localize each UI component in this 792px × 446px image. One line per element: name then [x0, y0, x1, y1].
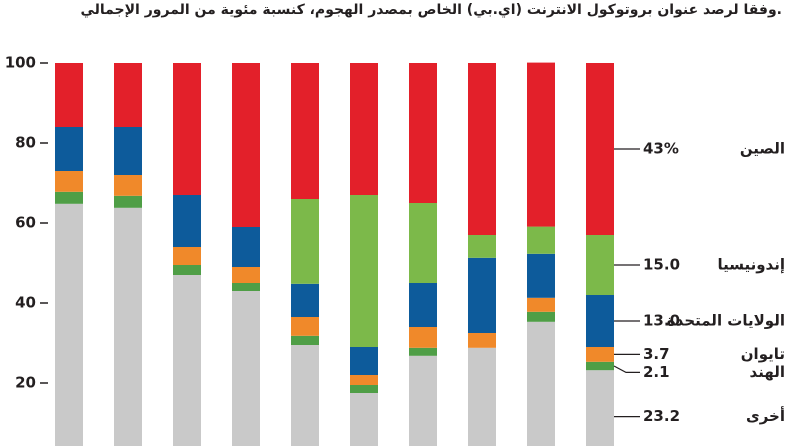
- bar-segment: [350, 375, 378, 385]
- bar-segment: [527, 253, 555, 298]
- bar-segment: [114, 195, 142, 208]
- bar-segment: [114, 127, 142, 175]
- bar-segment: [173, 275, 201, 446]
- bar-segment: [291, 283, 319, 317]
- bar-segment: [291, 63, 319, 199]
- legend-label: الصين: [740, 140, 785, 158]
- bar-segment: [232, 283, 260, 291]
- bar-segment: [232, 267, 260, 283]
- bar-segment: [527, 311, 555, 322]
- bar-segment: [291, 335, 319, 345]
- bar-segment: [409, 203, 437, 283]
- bar-segment: [114, 175, 142, 196]
- bar-segment: [527, 62, 555, 227]
- bar-segment: [114, 63, 142, 127]
- y-tick-label: 20: [15, 374, 36, 392]
- bar-segment: [173, 247, 201, 265]
- legend-label: الولايات المتحدة: [667, 312, 785, 330]
- bar-segment: [409, 347, 437, 356]
- bar-segment: [350, 195, 378, 347]
- value-label: 13.0: [643, 312, 680, 330]
- bar-segment: [409, 63, 437, 203]
- value-label: 15.0: [643, 256, 680, 274]
- bar-segment: [468, 235, 496, 258]
- value-label: 2.1: [643, 363, 670, 381]
- bar-segment: [55, 63, 83, 127]
- value-label: 43%: [643, 140, 679, 158]
- bar-segment: [468, 257, 496, 333]
- bar-segment: [586, 370, 614, 446]
- bar-segment: [586, 295, 614, 347]
- bar-segment: [586, 63, 614, 235]
- chart-title: وفقا لرصد عنوان بروتوكول الانترنت (اي.بي…: [80, 2, 782, 19]
- legend-label: أخرى: [746, 406, 785, 425]
- bar-segment: [232, 291, 260, 446]
- bar-segment: [468, 63, 496, 235]
- bar-segment: [350, 393, 378, 446]
- legend-label: إندونيسيا: [717, 256, 785, 274]
- bar-segment: [55, 191, 83, 204]
- bar-segment: [468, 347, 496, 446]
- bar-segment: [55, 171, 83, 192]
- bar-segment: [409, 355, 437, 446]
- y-tick-label: 40: [15, 294, 36, 312]
- bar-segment: [114, 207, 142, 446]
- bar-segment: [586, 235, 614, 295]
- bar-segment: [291, 199, 319, 284]
- bar-segment: [55, 203, 83, 446]
- bar-segment: [173, 63, 201, 195]
- bar-segment: [350, 63, 378, 195]
- bar-segment: [232, 227, 260, 267]
- legend-label: الهند: [750, 363, 785, 381]
- bar-segment: [55, 127, 83, 171]
- bar-segment: [586, 347, 614, 362]
- bar-segment: [291, 345, 319, 446]
- bar-segment: [409, 283, 437, 327]
- y-tick-label: 100: [5, 54, 36, 72]
- bar-segment: [527, 226, 555, 254]
- bar-segment: [173, 195, 201, 247]
- bar-segment: [586, 361, 614, 371]
- bar-segment: [350, 347, 378, 375]
- y-tick-label: 80: [15, 134, 36, 152]
- bar-segment: [527, 297, 555, 312]
- bar-segment: [409, 327, 437, 348]
- bar-segment: [173, 265, 201, 275]
- bar-segment: [291, 317, 319, 336]
- bar-segment: [232, 63, 260, 227]
- value-label: 3.7: [643, 345, 670, 363]
- y-tick-label: 60: [15, 214, 36, 232]
- bar-segment: [350, 385, 378, 393]
- legend-label: تايوان: [741, 345, 785, 363]
- bar-segment: [527, 321, 555, 446]
- value-label: 23.2: [643, 407, 680, 425]
- leader-line: [613, 365, 640, 373]
- bar-segment: [468, 333, 496, 348]
